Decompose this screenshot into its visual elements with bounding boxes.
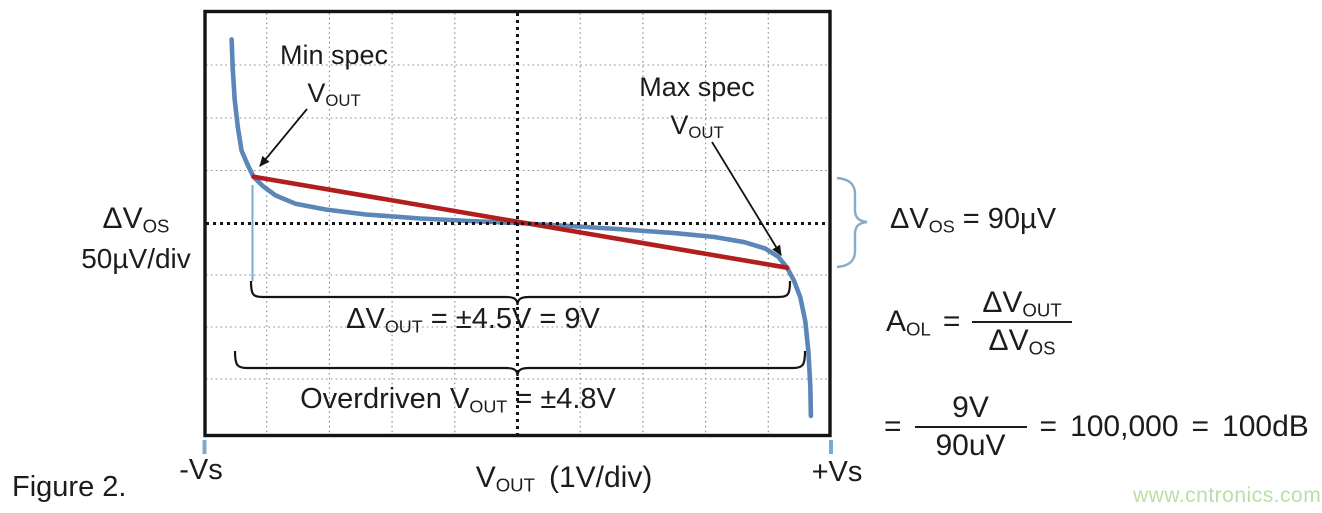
pos-vs-label: +Vs [811, 456, 863, 488]
max-spec-callout: Max spec VOUT [639, 68, 755, 144]
delta-vout-brace [249, 280, 792, 306]
min-spec-line1: Min spec [279, 40, 389, 70]
plot-border [203, 9, 832, 438]
center-dotted-axes [206, 13, 829, 434]
result-value: 100,000 [1070, 410, 1179, 443]
neg-vs-label: -Vs [179, 454, 223, 486]
delta-vos-brace [836, 176, 868, 269]
result-fraction: 9V 90uV [914, 391, 1027, 462]
max-spec-line2: VOUT [670, 110, 724, 143]
max-spec-line1: Max spec [639, 72, 755, 102]
fraction-bar [914, 426, 1027, 428]
overdriven-vout-callout: Overdriven VOUT = ±4.8V [300, 383, 616, 417]
grid-lines [206, 13, 829, 434]
fraction-bar [972, 321, 1072, 323]
x-axis-scale: (1V/div) [548, 461, 653, 494]
result-denominator: 90uV [935, 429, 1006, 462]
min-spec-callout: Min spec VOUT [280, 36, 388, 112]
result-equals-3: = [1191, 410, 1210, 443]
min-spec-line2: VOUT [307, 78, 361, 111]
y-axis-scale: 50µV/div [81, 243, 191, 274]
figure-caption: Figure 2. [12, 471, 127, 503]
x-axis-label: VOUT (1V/div) [475, 461, 653, 496]
result-equals-2: = [1039, 410, 1058, 443]
result-db: 100dB [1222, 410, 1309, 443]
min-spec-arrow [259, 108, 308, 167]
aol-numerator: ΔVOUT [982, 286, 1062, 321]
aol-result: = 9V 90uV = 100,000 = 100dB [884, 384, 1309, 470]
aol-formula: AOL = ΔVOUT ΔVOS [886, 276, 1072, 368]
aol-symbol: AOL [886, 305, 931, 340]
result-equals-1: = [884, 410, 902, 443]
aol-fraction: ΔVOUT ΔVOS [972, 286, 1072, 359]
aol-denominator: ΔVOS [988, 324, 1056, 359]
y-axis-title: ΔVOS [102, 202, 170, 237]
max-spec-arrow [711, 141, 782, 256]
aol-equals: = [942, 305, 961, 338]
y-axis-label: ΔVOS 50µV/div [81, 199, 191, 279]
overdriven-brace [233, 350, 807, 377]
delta-vout-callout: ΔVOUT = ±4.5V = 9V [346, 303, 600, 337]
result-numerator: 9V [952, 391, 989, 425]
delta-vos-callout: ΔVOS = 90µV [890, 203, 1057, 237]
watermark: www.cntronics.com [1133, 484, 1322, 507]
aol-slope-line [251, 174, 790, 270]
